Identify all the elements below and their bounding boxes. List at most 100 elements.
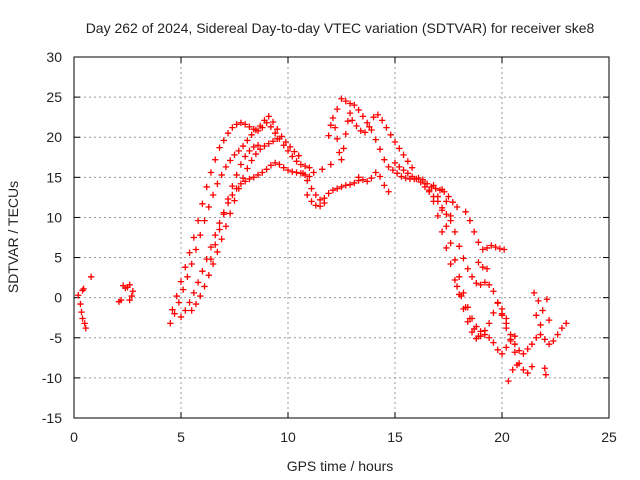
data-point [186, 249, 193, 256]
data-point [545, 340, 553, 348]
data-point [456, 243, 463, 250]
y-tick-label: -15 [42, 410, 62, 426]
data-point [280, 164, 287, 171]
data-point [329, 186, 337, 194]
data-point [80, 285, 87, 293]
x-tick-label: 25 [601, 429, 617, 445]
data-point [475, 239, 482, 246]
data-point [207, 243, 215, 251]
series-track-5 [207, 142, 262, 263]
data-point [220, 137, 227, 144]
data-point [227, 157, 234, 164]
data-point [304, 191, 311, 199]
data-point [218, 235, 225, 243]
data-point [404, 158, 412, 165]
data-point [541, 336, 548, 343]
data-point [237, 180, 245, 187]
data-point [197, 292, 204, 300]
data-point [355, 106, 362, 114]
data-point [349, 117, 356, 124]
data-point [306, 164, 313, 171]
data-point [218, 171, 225, 179]
data-point [539, 307, 546, 314]
data-point [357, 127, 364, 135]
x-axis-title: GPS time / hours [287, 458, 394, 474]
series-track-3 [177, 159, 313, 321]
x-tick-label: 5 [177, 429, 185, 445]
data-point [342, 97, 349, 105]
data-point [331, 124, 339, 131]
data-point [129, 288, 137, 295]
data-point [524, 345, 531, 353]
data-point [458, 292, 465, 300]
data-point [239, 142, 247, 150]
data-point [385, 163, 392, 171]
data-point [537, 331, 544, 338]
data-point [338, 95, 345, 102]
series-early-A [75, 273, 95, 332]
data-point [265, 140, 272, 147]
data-point [250, 143, 257, 151]
data-point [128, 292, 135, 300]
grid [74, 57, 609, 418]
data-point [460, 255, 467, 262]
data-point [229, 191, 236, 199]
data-point [366, 123, 373, 130]
data-point [250, 174, 257, 181]
data-point [359, 176, 367, 183]
data-point [443, 244, 450, 252]
data-point [430, 198, 437, 205]
data-point [199, 200, 206, 208]
data-point [327, 121, 334, 129]
data-point [520, 366, 527, 374]
data-point [126, 281, 133, 289]
data-point [235, 147, 242, 155]
data-point [449, 199, 456, 206]
data-point [334, 185, 341, 192]
data-point [511, 349, 519, 356]
data-point [483, 244, 491, 252]
data-point [346, 109, 354, 117]
data-point [188, 260, 195, 268]
series-track-10 [421, 180, 510, 342]
data-point [299, 170, 307, 177]
data-point [271, 130, 279, 137]
data-point [252, 126, 260, 134]
data-point [524, 369, 531, 377]
data-point [505, 377, 512, 385]
data-points [75, 95, 570, 385]
data-point [254, 142, 262, 149]
data-point [490, 288, 497, 295]
data-point [530, 289, 538, 297]
data-point [344, 117, 352, 125]
data-point [284, 147, 292, 155]
data-point [222, 163, 230, 171]
data-point [513, 361, 521, 369]
data-point [558, 324, 566, 332]
data-point [509, 366, 516, 374]
data-point [370, 113, 377, 121]
data-point [246, 175, 253, 183]
data-point [248, 131, 255, 139]
data-point [242, 178, 249, 185]
data-point [385, 188, 392, 195]
data-point [545, 316, 553, 324]
data-point [235, 185, 242, 192]
data-point [470, 325, 478, 333]
data-point [376, 173, 384, 180]
data-point [338, 156, 345, 163]
data-point [242, 153, 249, 160]
data-point [263, 166, 270, 173]
data-point [466, 217, 474, 224]
data-point [329, 114, 337, 122]
data-point [169, 306, 176, 313]
y-tick-label: -10 [42, 370, 62, 386]
data-point [533, 312, 540, 319]
data-point [485, 320, 493, 327]
data-point [182, 263, 189, 271]
series-track-9 [355, 159, 454, 224]
data-point [374, 111, 382, 118]
data-point [222, 223, 230, 230]
